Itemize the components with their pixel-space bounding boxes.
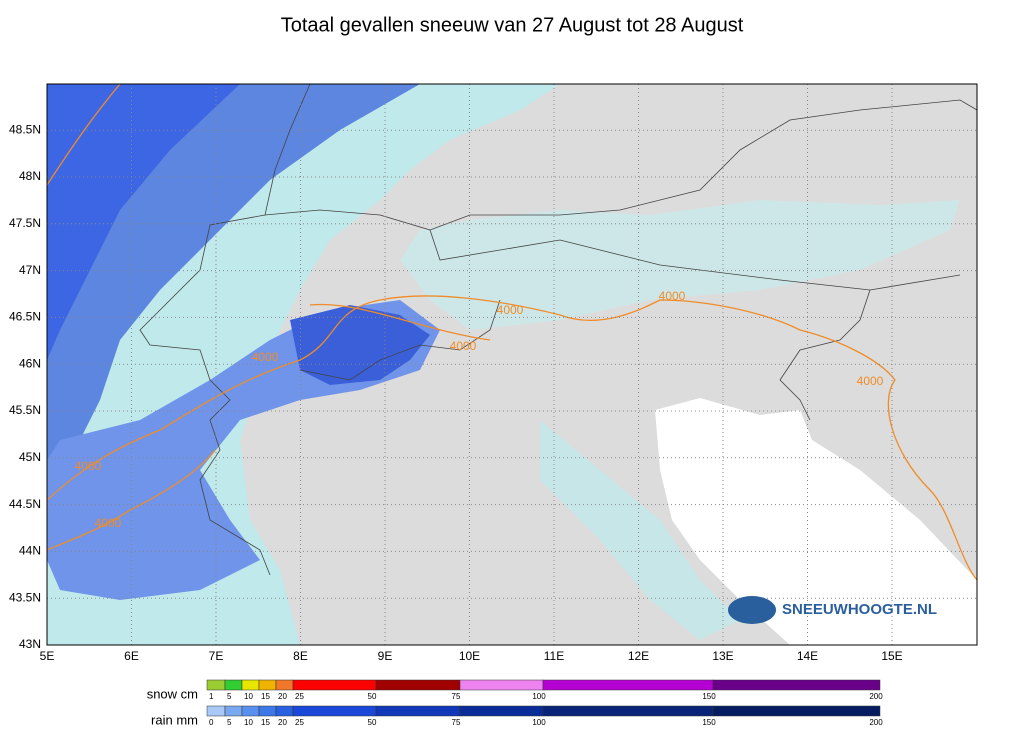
lat-label: 44.5N [9, 497, 41, 511]
contour-label: 4000 [252, 350, 279, 364]
rain-legend-tick: 10 [244, 718, 253, 727]
rain-legend-swatch [258, 705, 277, 717]
snow-legend-swatch [292, 679, 377, 691]
snow-legend-tick: 5 [227, 692, 232, 701]
rain-legend-swatch [712, 705, 881, 717]
snow-legend-swatch [459, 679, 544, 691]
lon-label: 11E [544, 649, 564, 663]
map-frame [46, 83, 978, 646]
precip-east-light [400, 200, 960, 330]
rain-legend-tick: 20 [278, 718, 287, 727]
rain-legend-swatch [542, 705, 714, 717]
adriatic-sea [655, 398, 977, 645]
snow-legend-swatch [712, 679, 881, 691]
snow-legend-swatch [275, 679, 294, 691]
snow-legend-tick: 200 [869, 692, 883, 701]
contour-labels: 4000 4000 4000 4000 4000 4000 4000 [75, 289, 884, 530]
lat-label: 47N [19, 263, 41, 277]
lon-label: 14E [797, 649, 818, 663]
rain-legend-tick: 75 [452, 718, 461, 727]
lon-label: 12E [628, 649, 649, 663]
lon-label: 8E [293, 649, 308, 663]
rain-legend-swatch [241, 705, 260, 717]
lon-label: 9E [378, 649, 393, 663]
contour-label: 4000 [95, 516, 122, 530]
snow-legend-swatch [224, 679, 243, 691]
lon-label: 6E [124, 649, 139, 663]
lat-label: 46.5N [9, 310, 41, 324]
snow-legend-swatch [375, 679, 461, 691]
snow-legend-swatch [542, 679, 714, 691]
precip-valais [290, 305, 430, 385]
lon-label: 7E [209, 649, 224, 663]
rain-legend-swatch [375, 705, 461, 717]
rain-legend-swatch [292, 705, 377, 717]
rain-legend-tick: 0 [209, 718, 214, 727]
rain-legend-tick: 150 [702, 718, 716, 727]
lat-label: 46N [19, 356, 41, 370]
lon-label: 15E [881, 649, 902, 663]
snow-legend-tick: 25 [295, 692, 304, 701]
rain-legend-tick: 200 [869, 718, 883, 727]
lon-label: 5E [40, 649, 55, 663]
rain-legend-swatch [224, 705, 243, 717]
logo-icon [728, 596, 776, 624]
lat-label: 43.5N [9, 590, 41, 604]
snow-legend-swatch [258, 679, 277, 691]
precip-south-light [540, 420, 740, 640]
rain-legend-tick: 50 [368, 718, 377, 727]
grid [47, 84, 977, 645]
rain-legend-tick: 5 [227, 718, 232, 727]
snow-legend-tick: 1 [209, 692, 214, 701]
snow-legend-tick: 75 [452, 692, 461, 701]
rain-legend-tick: 15 [261, 718, 270, 727]
lon-label: 13E [712, 649, 733, 663]
contour-label: 4000 [857, 374, 884, 388]
borders [139, 84, 977, 576]
rain-legend-tick: 100 [532, 718, 546, 727]
lat-label: 44N [19, 544, 41, 558]
title: Totaal gevallen sneeuw van 27 August tot… [281, 14, 744, 36]
snow-legend-label: snow cm [147, 686, 198, 701]
lat-label: 47.5N [9, 216, 41, 230]
snow-legend-tick: 20 [278, 692, 287, 701]
snow-legend-tick: 10 [244, 692, 253, 701]
rain-legend-swatch [459, 705, 544, 717]
lat-label: 48.5N [9, 122, 41, 136]
map-area: 4000 4000 4000 4000 4000 4000 4000 SNEEUWHOOGT… [47, 84, 977, 645]
snow-legend-tick: 50 [368, 692, 377, 701]
snow-legend-tick: 100 [532, 692, 546, 701]
rain-legend-swatch [275, 705, 294, 717]
lat-label: 45N [19, 450, 41, 464]
rain-legend-swatch [206, 705, 226, 717]
snow-legend-swatch [206, 679, 226, 691]
contour-label: 4000 [497, 303, 524, 317]
logo-text: SNEEUWHOOGTE.NL [782, 601, 937, 618]
lat-label: 45.5N [9, 403, 41, 417]
contour-label: 4000 [75, 459, 102, 473]
precip-heavy [47, 84, 240, 360]
lat-label: 48N [19, 169, 41, 183]
contours [47, 84, 977, 581]
rain-legend-tick: 25 [295, 718, 304, 727]
contour-label: 4000 [450, 339, 477, 353]
lon-label: 10E [459, 649, 480, 663]
lat-label: 43N [19, 637, 41, 651]
snow-legend-tick: 15 [261, 692, 270, 701]
snow-legend-tick: 150 [702, 692, 716, 701]
contour-label: 4000 [659, 289, 686, 303]
snow-legend-swatch [241, 679, 260, 691]
rain-legend-label: rain mm [151, 712, 198, 727]
